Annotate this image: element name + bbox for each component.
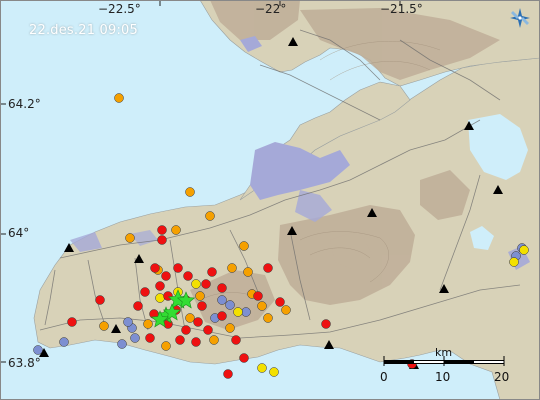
- quake-marker: [231, 335, 241, 345]
- station-triangle: [134, 254, 144, 263]
- quake-marker: [241, 307, 251, 317]
- station-triangle: [493, 185, 503, 194]
- quake-marker: [275, 297, 285, 307]
- quake-marker: [193, 317, 203, 327]
- quake-marker: [161, 271, 171, 281]
- large-quake-star: [162, 303, 182, 321]
- quake-marker: [143, 319, 153, 329]
- longitude-label-1: −22.5°: [98, 2, 141, 16]
- quake-marker: [183, 271, 193, 281]
- quake-marker: [130, 333, 140, 343]
- quake-marker: [203, 325, 213, 335]
- urban-areas: [70, 36, 530, 270]
- quake-marker: [123, 317, 133, 327]
- quake-marker: [243, 267, 253, 277]
- quake-marker: [133, 301, 143, 311]
- quake-marker: [227, 263, 237, 273]
- quake-marker: [95, 295, 105, 305]
- quake-marker: [239, 241, 249, 251]
- quake-marker: [175, 335, 185, 345]
- quake-marker: [225, 300, 235, 310]
- quake-marker: [217, 283, 227, 293]
- quake-marker: [281, 305, 291, 315]
- quake-marker: [197, 301, 207, 311]
- longitude-label-3: −21.5°: [380, 2, 423, 16]
- quake-marker: [257, 301, 267, 311]
- quake-marker: [99, 321, 109, 331]
- station-triangle: [288, 37, 298, 46]
- quake-marker: [257, 363, 267, 373]
- contour-lines: [199, 41, 441, 301]
- quake-marker: [225, 323, 235, 333]
- quake-marker: [207, 267, 217, 277]
- quake-marker: [155, 293, 165, 303]
- quake-marker: [140, 287, 150, 297]
- station-triangle: [324, 340, 334, 349]
- quake-marker: [33, 345, 43, 355]
- large-quake-star: [176, 291, 196, 309]
- quake-marker: [157, 225, 167, 235]
- quake-marker: [263, 263, 273, 273]
- station-triangle: [367, 208, 377, 217]
- quake-marker: [114, 93, 124, 103]
- timestamp-label: 22.des.21 09:05: [29, 23, 138, 38]
- mountain-relief: [190, 0, 500, 330]
- longitude-label-2: −22°: [255, 2, 287, 16]
- quake-marker: [59, 337, 69, 347]
- quake-marker: [117, 339, 127, 349]
- quake-marker: [519, 245, 529, 255]
- station-triangle: [64, 243, 74, 252]
- quake-marker: [321, 319, 331, 329]
- scale-tick-20: 20: [494, 370, 510, 384]
- quake-marker: [217, 295, 227, 305]
- scale-unit-label: km: [435, 346, 453, 359]
- quake-marker: [223, 369, 233, 379]
- scale-bar: [383, 356, 505, 366]
- quake-marker: [509, 257, 519, 267]
- quake-marker: [155, 281, 165, 291]
- quake-marker: [173, 263, 183, 273]
- imo-logo-icon: [510, 8, 530, 28]
- latitude-label-2: 64°: [8, 226, 30, 240]
- latitude-label-3: 63.8°: [8, 356, 41, 370]
- quake-marker: [195, 291, 205, 301]
- quake-marker: [217, 311, 227, 321]
- quake-marker: [145, 333, 155, 343]
- quake-marker: [67, 317, 77, 327]
- quake-marker: [161, 341, 171, 351]
- quake-marker: [263, 313, 273, 323]
- station-triangle: [39, 348, 49, 357]
- station-triangle: [464, 121, 474, 130]
- quake-marker: [269, 367, 279, 377]
- quake-marker: [185, 313, 195, 323]
- latitude-label-1: 64.2°: [8, 97, 41, 111]
- quake-marker: [205, 211, 215, 221]
- quake-marker: [239, 353, 249, 363]
- quake-marker: [171, 225, 181, 235]
- scale-tick-0: 0: [380, 370, 388, 384]
- quake-marker: [233, 307, 243, 317]
- station-triangle: [439, 284, 449, 293]
- quake-marker: [150, 263, 160, 273]
- station-triangle: [287, 226, 297, 235]
- quake-marker: [181, 325, 191, 335]
- quake-marker: [191, 279, 201, 289]
- large-quakes: [150, 289, 196, 328]
- quake-marker: [191, 337, 201, 347]
- station-triangle: [111, 324, 121, 333]
- quake-marker: [157, 235, 167, 245]
- quake-marker: [185, 187, 195, 197]
- quake-marker: [209, 335, 219, 345]
- quake-marker: [253, 291, 263, 301]
- lake: [468, 114, 528, 180]
- road-network: [39, 29, 521, 339]
- lake-small: [470, 226, 494, 250]
- quake-marker: [125, 233, 135, 243]
- large-quake-star: [150, 310, 170, 328]
- quake-marker: [201, 279, 211, 289]
- scale-tick-10: 10: [435, 370, 451, 384]
